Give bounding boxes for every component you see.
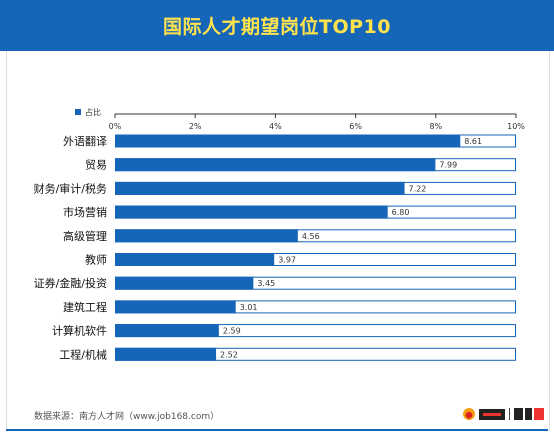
talent-market-logo-icon (479, 408, 505, 420)
bar-value-label: 7.22 (409, 184, 427, 193)
bar-value-label: 2.52 (220, 350, 238, 359)
footer-rule (6, 429, 548, 431)
category-label: 计算机软件 (52, 324, 107, 338)
x-tick-label: 8% (429, 122, 442, 131)
bar-value-label: 3.01 (240, 303, 258, 312)
bar (115, 158, 436, 172)
bar-value-label: 2.59 (223, 327, 241, 336)
category-label: 建筑工程 (63, 300, 107, 314)
x-tick-label: 4% (269, 122, 282, 131)
x-tick-label: 0% (109, 122, 122, 131)
bar-value-label: 4.56 (302, 232, 320, 241)
chart-area: 占比 0% 2% 4% 6% 8% 10% 8.61 外语翻译 7.99 贸易 7.22 财务/审计/税… (6, 51, 550, 431)
bar (115, 324, 219, 338)
category-label: 外语翻译 (63, 134, 107, 148)
bar (115, 276, 254, 290)
legend-swatch (75, 109, 81, 115)
category-label: 市场营销 (63, 205, 107, 219)
category-label: 财务/审计/税务 (34, 181, 107, 195)
partner-logo-icon (514, 408, 544, 420)
category-label: 高级管理 (63, 229, 107, 243)
bar-chart: 占比 0% 2% 4% 6% 8% 10% 8.61 外语翻译 7.99 贸易 7.22 财务/审计/税… (34, 107, 526, 361)
bar-value-label: 6.80 (392, 208, 410, 217)
legend-label: 占比 (85, 107, 101, 117)
bar-value-label: 7.99 (439, 161, 457, 170)
bar (115, 229, 298, 243)
category-label: 证券/金融/投资 (34, 276, 107, 290)
bar-value-label: 3.97 (278, 256, 296, 265)
x-tick-label: 10% (507, 122, 525, 131)
x-tick-label: 6% (349, 122, 362, 131)
data-source-note: 数据来源：南方人才网（www.job168.com） (34, 412, 220, 422)
bar (115, 300, 236, 314)
category-label: 教师 (85, 254, 107, 267)
bar (115, 347, 217, 361)
x-tick-label: 2% (189, 122, 202, 131)
bar (115, 181, 405, 195)
category-label: 贸易 (85, 159, 107, 172)
category-label: 工程/机械 (59, 347, 107, 361)
footer-logos (463, 408, 544, 420)
logo-divider (509, 408, 510, 420)
sun-logo-icon (463, 408, 475, 420)
bar-value-label: 8.61 (464, 137, 482, 146)
bar-value-label: 3.45 (257, 279, 275, 288)
chart-title: 国际人才期望岗位TOP10 (163, 16, 391, 38)
chart-header: 国际人才期望岗位TOP10 (0, 0, 554, 51)
bar (115, 134, 461, 148)
bar (115, 253, 275, 266)
bar (115, 205, 388, 219)
